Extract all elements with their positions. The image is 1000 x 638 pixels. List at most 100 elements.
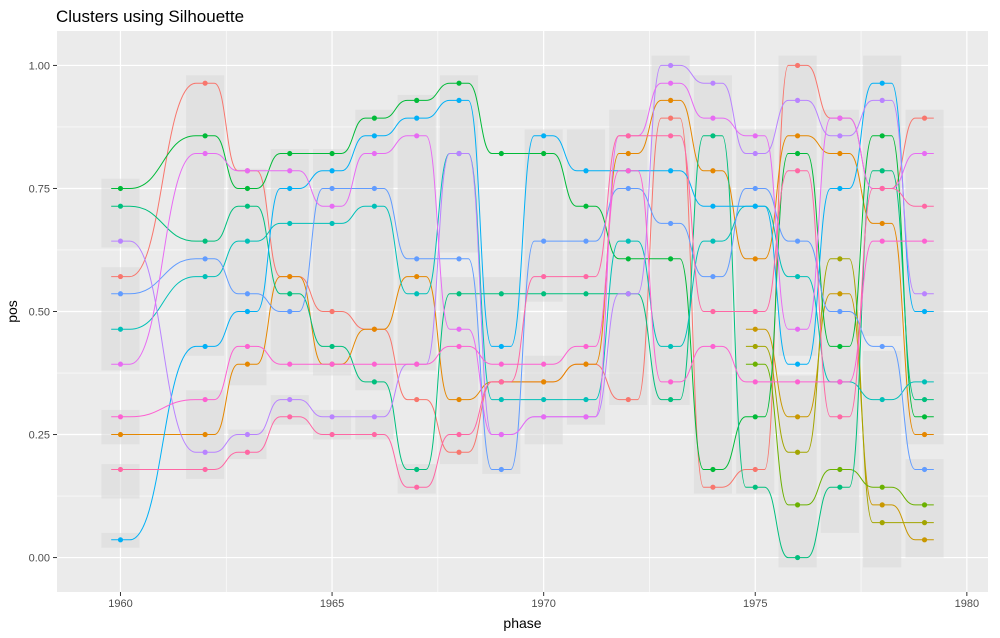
data-point xyxy=(879,396,885,403)
data-point xyxy=(625,185,631,192)
data-point xyxy=(625,238,631,244)
data-point xyxy=(583,396,589,403)
data-point xyxy=(414,133,420,139)
data-point xyxy=(710,484,716,490)
data-point xyxy=(329,203,335,209)
data-point xyxy=(668,396,674,403)
data-point xyxy=(752,361,758,367)
data-point xyxy=(456,291,462,297)
series-line xyxy=(111,99,934,436)
x-tick-label: 1970 xyxy=(531,598,555,610)
data-point xyxy=(498,379,504,385)
data-point xyxy=(837,291,843,297)
x-tick-label: 1975 xyxy=(743,598,767,610)
data-point xyxy=(837,115,843,121)
data-point xyxy=(329,343,335,350)
data-point xyxy=(371,115,377,121)
y-tick-label: 0.50 xyxy=(29,307,50,319)
data-point xyxy=(541,361,547,367)
data-point xyxy=(837,256,843,262)
data-point xyxy=(414,291,420,297)
data-point xyxy=(794,554,801,561)
data-point xyxy=(879,220,885,227)
data-point xyxy=(117,466,124,473)
cluster-box xyxy=(905,459,944,558)
data-point xyxy=(456,449,462,455)
data-point xyxy=(287,273,293,280)
data-point xyxy=(837,466,843,473)
data-point xyxy=(583,238,589,244)
data-point xyxy=(202,466,208,473)
data-point xyxy=(583,203,589,209)
data-point xyxy=(456,150,462,157)
cluster-box xyxy=(313,149,352,376)
data-point xyxy=(329,220,335,227)
data-point xyxy=(456,97,462,103)
cluster-box xyxy=(228,168,267,386)
data-point xyxy=(202,150,208,157)
data-point xyxy=(837,133,843,139)
data-point xyxy=(287,396,293,403)
cluster-box xyxy=(863,55,902,337)
data-point xyxy=(371,431,377,438)
data-point xyxy=(414,484,420,490)
cluster-box xyxy=(905,109,944,445)
data-point xyxy=(921,520,928,526)
data-point xyxy=(752,414,758,420)
data-point xyxy=(117,361,124,367)
data-point xyxy=(710,238,716,244)
data-point xyxy=(371,379,377,385)
data-point xyxy=(921,238,928,244)
data-point xyxy=(921,431,928,438)
data-point xyxy=(371,150,377,157)
data-point xyxy=(625,291,631,297)
data-point xyxy=(752,256,758,262)
data-point xyxy=(710,80,716,86)
data-point xyxy=(752,150,758,157)
data-point xyxy=(583,273,589,280)
data-point xyxy=(329,414,335,420)
series-line xyxy=(111,135,934,488)
data-point xyxy=(794,379,801,385)
data-point xyxy=(668,379,674,385)
data-point xyxy=(202,238,208,244)
data-point xyxy=(244,168,251,174)
data-point xyxy=(498,396,504,403)
cluster-box xyxy=(524,129,563,302)
data-point xyxy=(541,238,547,244)
data-point xyxy=(414,466,420,473)
cluster-box xyxy=(186,252,225,356)
data-point xyxy=(752,308,758,315)
data-point xyxy=(329,185,335,192)
data-point xyxy=(498,343,504,350)
data-point xyxy=(244,449,251,455)
data-point xyxy=(414,396,420,403)
data-point xyxy=(329,168,335,174)
data-point xyxy=(414,273,420,280)
data-point xyxy=(752,343,758,350)
data-point xyxy=(456,343,462,350)
data-point xyxy=(921,396,928,403)
data-point xyxy=(837,414,843,420)
series-line xyxy=(111,188,934,470)
data-point xyxy=(752,466,758,473)
data-point xyxy=(710,343,716,350)
data-point xyxy=(752,326,758,332)
data-point xyxy=(583,414,589,420)
data-point xyxy=(583,361,589,367)
data-point xyxy=(710,203,716,209)
data-point xyxy=(837,185,843,192)
data-point xyxy=(329,308,335,315)
data-point xyxy=(794,326,801,332)
data-point xyxy=(541,133,547,139)
data-point xyxy=(837,379,843,385)
series-line xyxy=(745,258,934,524)
data-point xyxy=(117,326,124,332)
data-point xyxy=(541,396,547,403)
data-point xyxy=(668,220,674,227)
data-point xyxy=(668,168,674,174)
cluster-box xyxy=(186,75,225,253)
data-point xyxy=(583,291,589,297)
x-axis: 1960 1965 1970 1975 1980 xyxy=(108,592,979,610)
